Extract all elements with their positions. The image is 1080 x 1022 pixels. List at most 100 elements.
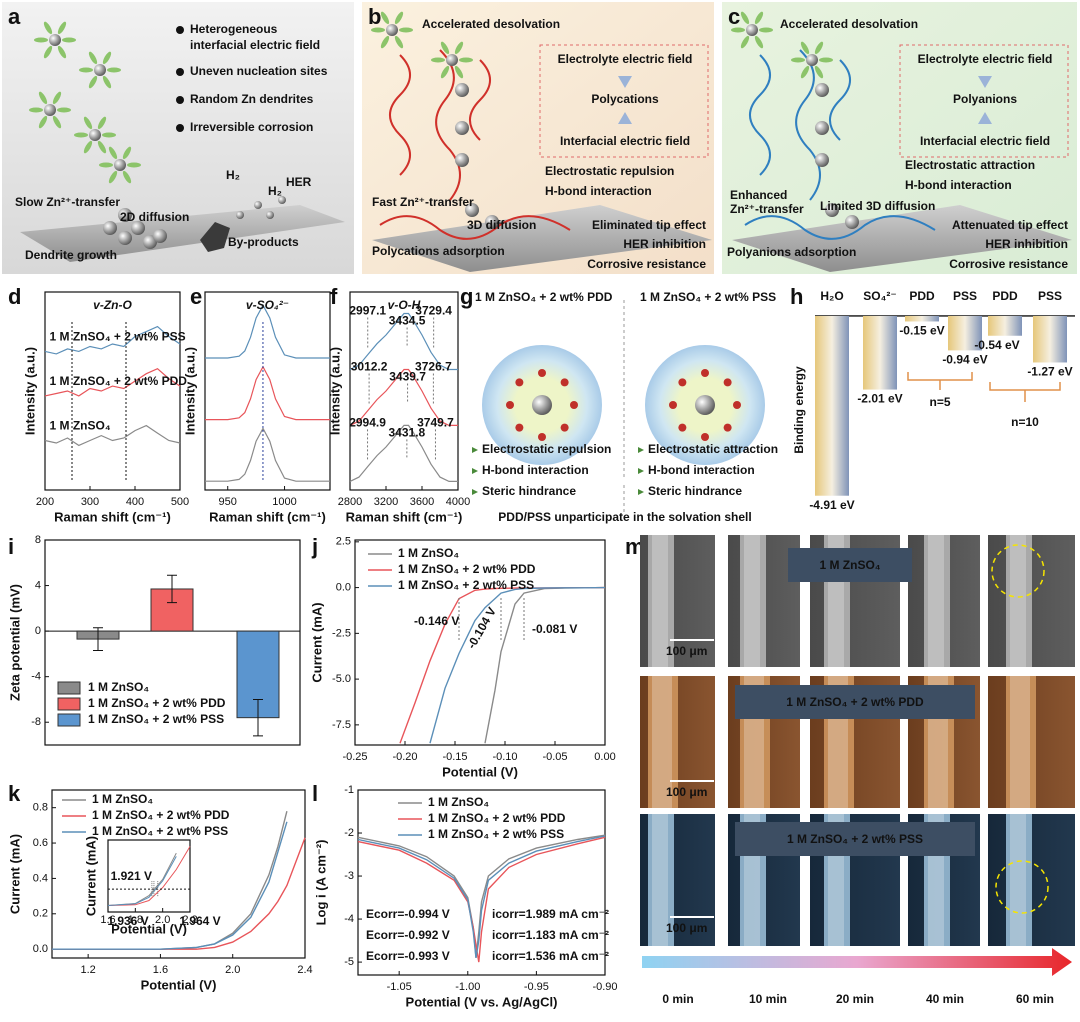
legend-label: 1 M ZnSO₄ — [398, 546, 459, 560]
legend-label: 1 M ZnSO₄ — [88, 680, 149, 694]
bullet — [176, 124, 184, 132]
y-tick-label: -5.0 — [332, 673, 351, 685]
legend-label: 1 M ZnSO₄ + 2 wt% PSS — [398, 578, 534, 592]
label: H-bond interaction — [482, 463, 589, 477]
label: Steric hindrance — [482, 484, 576, 498]
zn-plate — [732, 205, 1072, 272]
panel-label: f — [330, 284, 338, 309]
value-label: -0.54 eV — [974, 338, 1019, 352]
plot-frame — [354, 539, 606, 746]
y-tick-label: 0 — [35, 625, 41, 637]
x-tick-label: PDD — [992, 289, 1018, 303]
series-line — [205, 427, 330, 482]
y-tick-label: -4 — [344, 913, 354, 925]
zn-ion — [118, 208, 132, 222]
label: Slow Zn²⁺-transfer — [15, 195, 120, 209]
solvent — [380, 11, 390, 25]
legend-label: 1 M ZnSO₄ + 2 wt% PSS — [88, 712, 224, 726]
label: Polyanions adsorption — [727, 245, 856, 259]
highlight — [995, 860, 1049, 914]
panel-label: k — [8, 781, 21, 806]
annotation: v-SO₄²⁻ — [246, 298, 289, 312]
panel-label: a — [8, 4, 21, 29]
x-axis-title: Potential (V) — [141, 977, 217, 992]
solvent — [122, 146, 132, 160]
x-tick-label: -1.05 — [387, 981, 412, 993]
bracket — [907, 372, 1061, 402]
solvent — [800, 65, 810, 79]
x-tick-label: 500 — [171, 496, 189, 508]
electrode-edge — [648, 814, 674, 946]
label: Zn²⁺-transfer — [730, 202, 804, 216]
legend-label: 1 M ZnSO₄ + 2 wt% PSS — [428, 827, 564, 841]
label: By-products — [228, 235, 299, 249]
x-tick-label: PSS — [953, 289, 977, 303]
peak-label: 3726.7 — [415, 360, 452, 374]
series-line — [349, 424, 458, 482]
annotation: Ecorr=-0.993 V — [366, 949, 450, 963]
x-tick-label: -1.00 — [455, 981, 480, 993]
label: Electrolyte electric field — [558, 52, 693, 66]
field-box — [899, 44, 1069, 158]
error-bar — [167, 574, 177, 604]
solvent — [57, 107, 71, 113]
x-tick-label: 4000 — [446, 496, 470, 508]
zn-ion — [695, 395, 715, 415]
panel-label: h — [790, 284, 803, 309]
electrode-edge — [740, 535, 766, 667]
series-line — [44, 424, 181, 447]
x-tick-label: 2.2 — [182, 914, 197, 926]
zn-ion — [94, 64, 106, 76]
annotation: n=10 — [1011, 415, 1039, 429]
zn-ion — [236, 211, 244, 219]
annotation: v-Zn-O — [93, 298, 132, 312]
x-axis-title: Potential (V) — [442, 764, 518, 779]
marker-label: -0.146 V — [414, 614, 459, 628]
zn-ion — [806, 54, 818, 66]
field-box — [539, 44, 709, 158]
label: Uneven nucleation sites — [190, 64, 328, 78]
panel-label: m — [625, 534, 645, 559]
legend-label: 1 M ZnSO₄ + 2 wt% PSS — [92, 824, 228, 838]
zn-ion — [153, 229, 167, 243]
x-axis-title: Potential (V vs. Ag/AgCl) — [406, 994, 558, 1009]
solvent — [754, 35, 764, 49]
solvent — [57, 45, 67, 59]
y-axis-title: Current (mA) — [83, 836, 98, 916]
bullet-arrow — [472, 489, 478, 495]
electrode-edge — [1010, 676, 1030, 808]
label: 2D diffusion — [120, 210, 189, 224]
water — [538, 369, 546, 377]
series-line — [205, 365, 330, 421]
bullet-arrow — [638, 447, 644, 453]
x-tick-label: 2.0 — [225, 964, 240, 976]
label: Electrostatic repulsion — [545, 164, 674, 178]
y-tick-label: 0.4 — [33, 872, 48, 884]
y-tick-label: -7.5 — [332, 719, 351, 731]
legend-swatch — [57, 697, 81, 711]
zn-ion — [485, 215, 499, 229]
solvent — [791, 57, 805, 63]
solvent — [83, 116, 93, 130]
x-tick-label: -0.05 — [542, 751, 567, 763]
solvent — [102, 75, 112, 89]
label: H-bond interaction — [905, 178, 1012, 192]
label: Accelerated desolvation — [780, 17, 918, 31]
zn-ion — [815, 153, 829, 167]
solvent — [754, 11, 764, 25]
solvent — [394, 35, 404, 49]
highlight — [991, 544, 1045, 598]
solvent — [38, 91, 48, 105]
peak-label: 3749.7 — [417, 416, 454, 430]
electrode-edge — [1010, 814, 1026, 946]
electrode-edge — [928, 535, 944, 667]
label: Electrolyte electric field — [918, 52, 1053, 66]
solvent — [759, 27, 773, 33]
y-tick-label: 0.6 — [33, 837, 48, 849]
panel-label: j — [311, 534, 318, 559]
y-tick-label: -1 — [344, 784, 354, 796]
annotation: Ecorr=-0.992 V — [366, 928, 450, 942]
water — [678, 378, 687, 387]
electrode-edge — [648, 676, 678, 808]
